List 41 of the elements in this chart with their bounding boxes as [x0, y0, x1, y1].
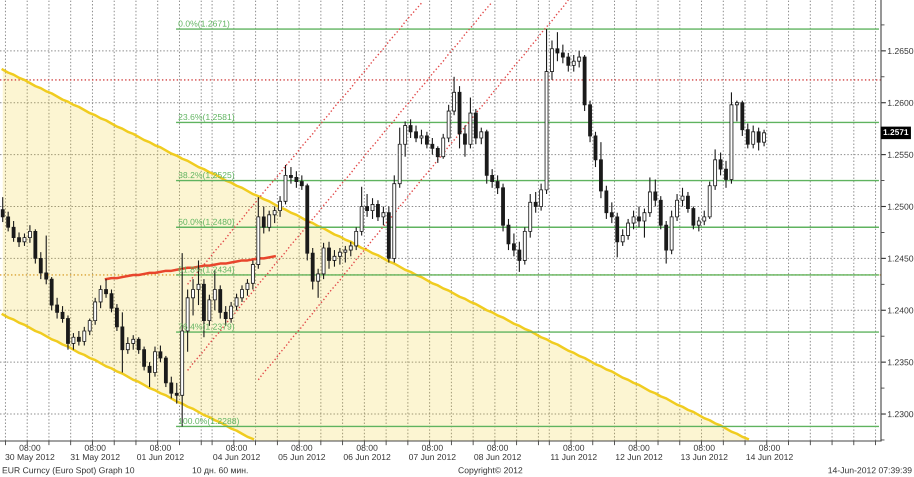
x-tick-label: 08:00 13 Jun 2012 [681, 444, 728, 460]
series-label: 50.0%(1.2480) [178, 218, 234, 227]
text: 10 дн. 60 мин. [192, 467, 248, 475]
text: Copyright© 2012 [458, 466, 522, 476]
x-tick-label: 08:00 12 Jun 2012 [616, 444, 662, 460]
x-tick-label: 08:00 08 Jun 2012 [474, 444, 521, 460]
candlestick [348, 241, 353, 257]
x-tick-label: 08:00 04 Jun 2012 [213, 444, 260, 460]
y-tick-label: 1.2300 [888, 411, 914, 418]
text: 14-Jun-2012 07:39:39 [828, 467, 912, 474]
x-tick-label: 08:00 06 Jun 2012 [344, 444, 390, 460]
candlestick [174, 382, 179, 404]
series-label: 0.0%(1.2671) [178, 20, 230, 28]
candlestick [131, 334, 136, 350]
y-tick-label: 1.2550 [888, 152, 914, 158]
candlestick [702, 210, 706, 226]
x-tick-label: 08:00 14 Jun 2012 [746, 444, 793, 460]
text: EUR Curncy (Euro Spot) Graph 10 [2, 466, 134, 476]
line-series [258, 0, 569, 380]
series-label: 23.6%(1.2581) [178, 114, 234, 122]
x-tick-label: 08:00 05 Jun 2012 [278, 444, 326, 460]
text: 1.2571 [884, 129, 908, 136]
line-series [1, 313, 254, 440]
candlestick [572, 54, 576, 72]
candlestick [262, 206, 266, 234]
y-tick-label: 1.2450 [888, 255, 914, 262]
y-tick-label: 1.2600 [888, 100, 914, 106]
y-tick-label: 1.2650 [888, 48, 914, 54]
x-tick-label: 08:00 01 Jun 2012 [137, 444, 184, 460]
x-tick-label: 08:00 31 May 2012 [70, 444, 120, 462]
candlestick [746, 122, 750, 149]
y-tick-label: 1.2400 [888, 307, 914, 314]
line-series [104, 255, 276, 280]
candlestick [218, 284, 222, 320]
x-tick-label: 08:00 30 May 2012 [5, 444, 54, 462]
x-tick-label: 08:00 11 Jun 2012 [551, 444, 597, 460]
candlestick [88, 318, 92, 336]
candlestick [44, 234, 48, 285]
x-tick-label: 08:00 07 Jun 2012 [408, 444, 456, 460]
y-tick-label: 1.2500 [888, 204, 914, 210]
y-tick-label: 1.2350 [888, 359, 914, 366]
